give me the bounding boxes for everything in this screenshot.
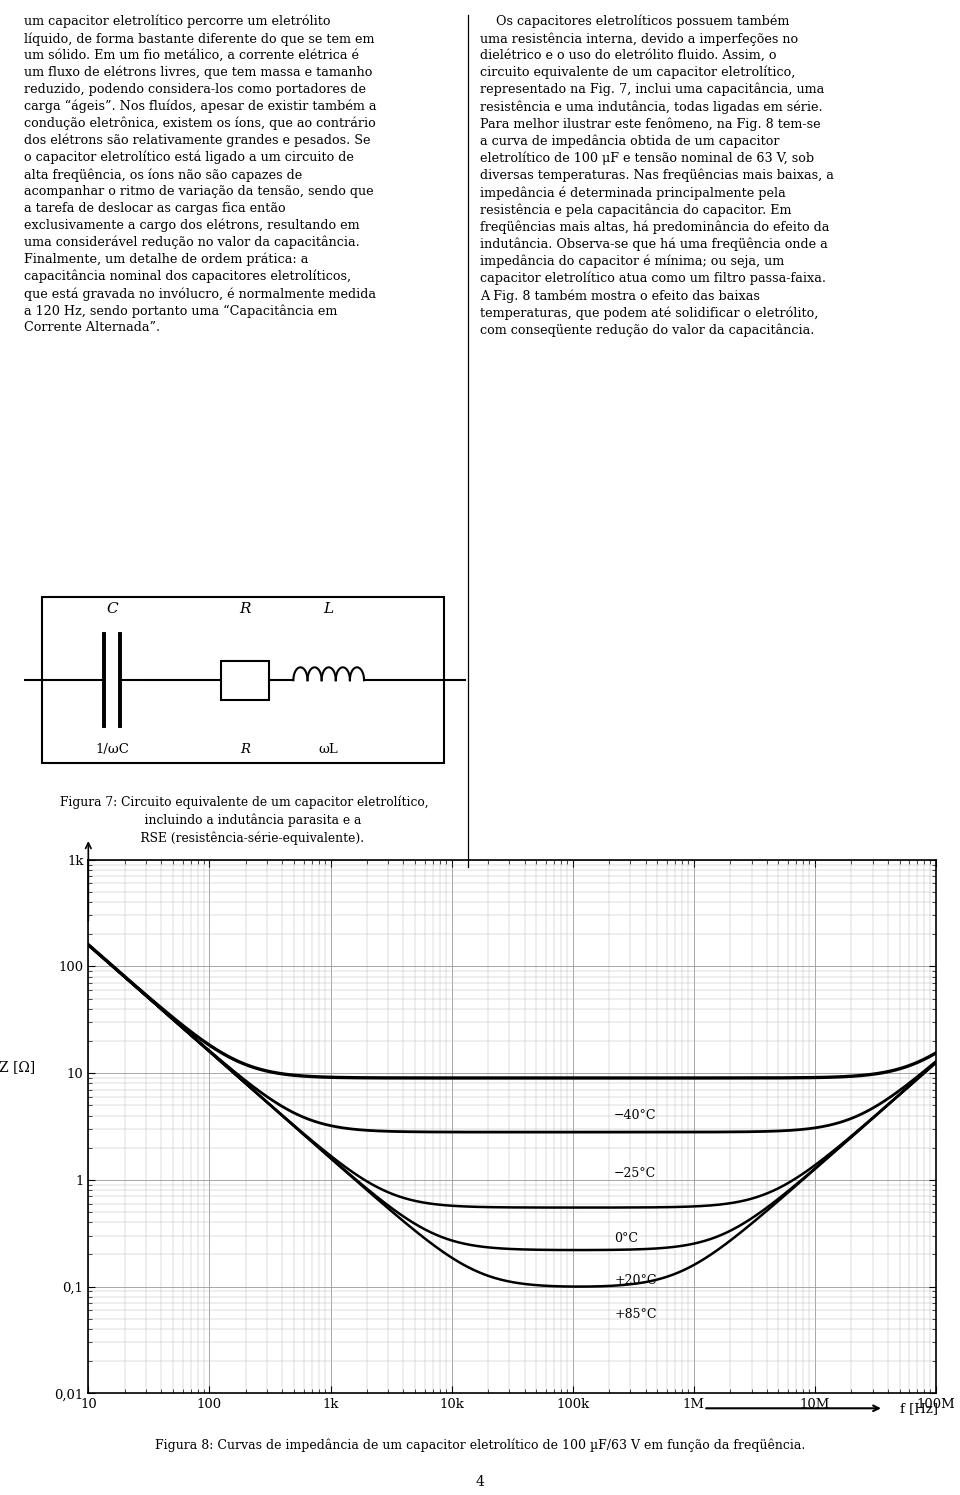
Text: ωL: ωL <box>319 743 339 756</box>
Text: +85°C: +85°C <box>614 1308 657 1320</box>
Text: Figura 7: Circuito equivalente de um capacitor eletrolítico,
    incluindo a ind: Figura 7: Circuito equivalente de um cap… <box>60 795 429 845</box>
Text: um capacitor eletrolítico percorre um eletrólito
líquido, de forma bastante dife: um capacitor eletrolítico percorre um el… <box>24 15 376 335</box>
Text: R: R <box>239 602 251 616</box>
Text: 1/ωC: 1/ωC <box>95 743 130 756</box>
Text: L: L <box>324 602 334 616</box>
Text: C: C <box>107 602 118 616</box>
Text: −40°C: −40°C <box>614 1109 657 1123</box>
Text: −25°C: −25°C <box>614 1168 657 1180</box>
Text: 0°C: 0°C <box>614 1232 638 1245</box>
Text: 4: 4 <box>475 1474 485 1489</box>
Text: +20°C: +20°C <box>614 1274 657 1287</box>
Text: Os capacitores eletrolíticos possuem também
uma resistência interna, devido a im: Os capacitores eletrolíticos possuem tam… <box>480 15 834 336</box>
Text: f [Hz]: f [Hz] <box>900 1402 938 1414</box>
Bar <box>221 661 269 700</box>
Text: Z [Ω]: Z [Ω] <box>0 1060 36 1073</box>
Text: R: R <box>240 743 250 756</box>
Text: Figura 8: Curvas de impedância de um capacitor eletrolítico de 100 µF/63 V em fu: Figura 8: Curvas de impedância de um cap… <box>155 1438 805 1453</box>
